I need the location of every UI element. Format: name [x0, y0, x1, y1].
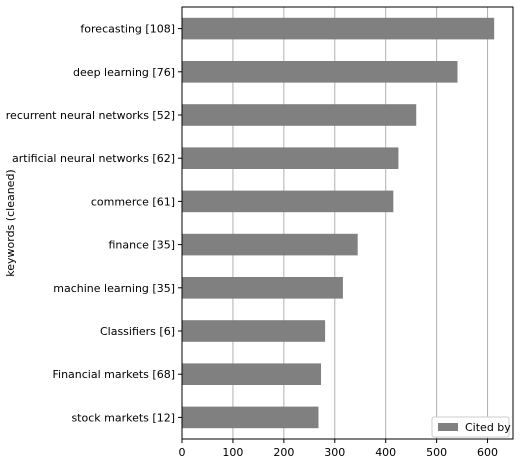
category-label: commerce [61]	[91, 195, 175, 208]
bar	[182, 61, 458, 83]
x-tick-label: 500	[426, 446, 447, 459]
bars	[182, 17, 495, 429]
category-label: deep learning [76]	[73, 66, 175, 79]
x-tick-label: 100	[222, 446, 243, 459]
x-tick-label: 0	[179, 446, 186, 459]
plot-frame	[181, 6, 514, 440]
bar	[182, 147, 399, 169]
x-axis-ticks: 0 100 200 300 400 500 600	[179, 439, 498, 459]
y-axis-label: keywords (cleaned)	[4, 169, 17, 276]
legend-label: Cited by	[465, 421, 511, 434]
category-label: artificial neural networks [62]	[12, 152, 175, 165]
legend-swatch	[438, 423, 458, 431]
category-label: forecasting [108]	[80, 23, 175, 36]
x-tick-label: 300	[324, 446, 345, 459]
x-tick-label: 600	[477, 446, 498, 459]
category-label: recurrent neural networks [52]	[6, 109, 175, 122]
category-label: finance [35]	[108, 239, 175, 252]
legend: Cited by	[431, 416, 511, 438]
bar	[182, 320, 326, 342]
x-tick-label: 200	[273, 446, 294, 459]
category-label: Financial markets [68]	[52, 368, 175, 381]
category-label: machine learning [35]	[53, 282, 175, 295]
bar	[182, 104, 417, 126]
bar	[182, 233, 358, 256]
x-tick-label: 400	[375, 446, 396, 459]
bar	[182, 277, 343, 299]
bar	[182, 190, 394, 213]
category-tick-labels: forecasting [108] deep learning [76] recur…	[6, 23, 182, 424]
bar	[182, 363, 322, 385]
legend-box	[431, 416, 510, 438]
category-label: Classifiers [6]	[100, 325, 175, 338]
category-label: stock markets [12]	[71, 411, 175, 424]
bar	[182, 406, 319, 429]
bar	[182, 17, 495, 40]
